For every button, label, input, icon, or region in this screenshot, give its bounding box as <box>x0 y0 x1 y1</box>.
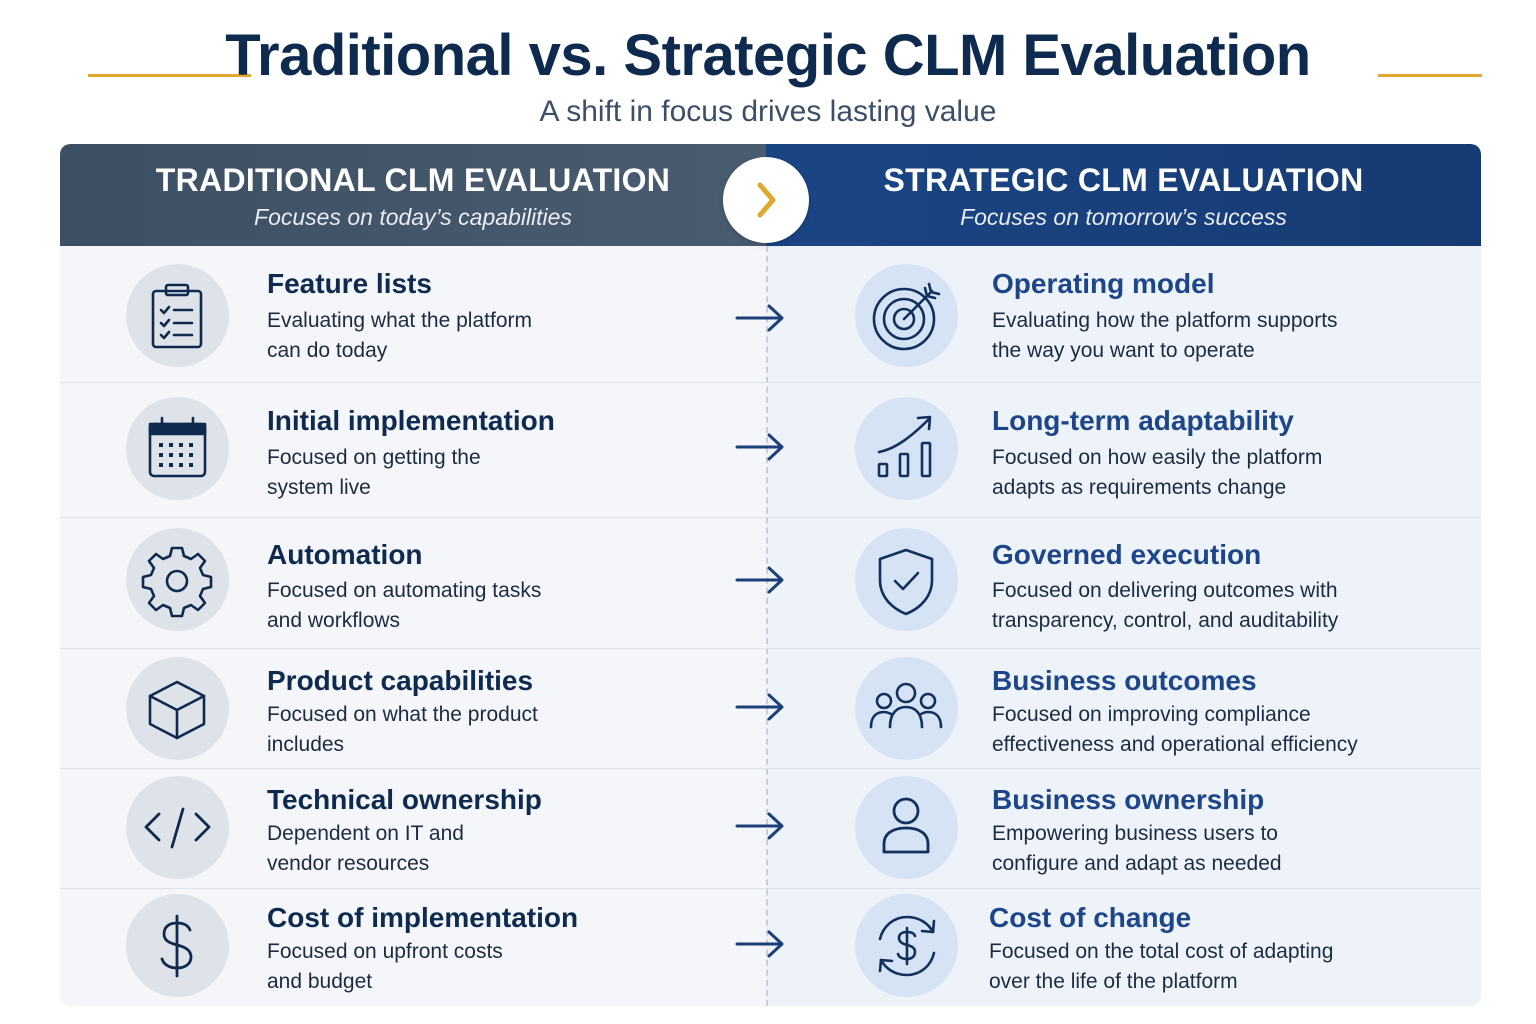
row-separator <box>60 382 1481 383</box>
title-accent-line-left <box>88 74 251 77</box>
traditional-item-title: Cost of implementation <box>267 902 579 933</box>
row-separator <box>60 648 1481 649</box>
calendar-icon <box>126 397 229 500</box>
strategic-item-title: Business ownership <box>992 784 1265 815</box>
growth-chart-icon <box>855 397 958 500</box>
transition-chevron-badge <box>723 157 809 243</box>
traditional-item-desc: Focused on automating tasks and workflow… <box>267 579 542 632</box>
strategic-item-desc: Empowering business users to configure a… <box>992 822 1282 875</box>
shield-check-icon <box>855 528 958 631</box>
traditional-item-title: Feature lists <box>267 268 432 299</box>
strategic-item-desc: Focused on delivering outcomes with tran… <box>992 579 1339 632</box>
strategic-item-desc: Focused on how easily the platform adapt… <box>992 446 1323 499</box>
traditional-item-desc: Evaluating what the platform can do toda… <box>267 309 532 362</box>
page-title: Traditional vs. Strategic CLM Evaluation <box>225 23 1311 88</box>
target-icon <box>855 264 958 367</box>
dollar-icon <box>126 894 229 997</box>
gear-icon <box>126 528 229 631</box>
strategic-header-title: STRATEGIC CLM EVALUATION <box>883 162 1364 198</box>
row-separator <box>60 888 1481 889</box>
row-separator <box>60 517 1481 518</box>
traditional-header-title: TRADITIONAL CLM EVALUATION <box>155 162 671 198</box>
strategic-header: STRATEGIC CLM EVALUATION Focuses on tomo… <box>766 144 1481 246</box>
arrow-right-icon <box>735 812 784 840</box>
title-row: Traditional vs. Strategic CLM Evaluation <box>0 18 1536 98</box>
arrow-right-icon <box>735 693 784 721</box>
dollar-cycle-icon <box>855 894 958 997</box>
traditional-item-title: Automation <box>267 539 423 570</box>
strategic-item-title: Operating model <box>992 268 1215 299</box>
strategic-item-title: Business outcomes <box>992 665 1257 696</box>
traditional-item-desc: Dependent on IT and vendor resources <box>267 822 464 875</box>
page-subtitle: A shift in focus drives lasting value <box>539 95 997 128</box>
people-group-icon <box>855 657 958 760</box>
chevron-right-icon <box>757 182 776 218</box>
strategic-item-desc: Evaluating how the platform supports the… <box>992 309 1338 362</box>
strategic-item-desc: Focused on the total cost of adapting ov… <box>989 940 1334 993</box>
traditional-item-desc: Focused on what the product includes <box>267 703 538 756</box>
arrow-right-icon <box>735 566 784 594</box>
clipboard-checklist-icon <box>126 264 229 367</box>
arrow-right-icon <box>735 433 784 461</box>
traditional-item-title: Technical ownership <box>267 784 542 815</box>
traditional-item-desc: Focused on upfront costs and budget <box>267 940 503 993</box>
traditional-header-subtitle: Focuses on today’s capabilities <box>254 204 572 230</box>
strategic-item-title: Governed execution <box>992 539 1262 570</box>
traditional-header: TRADITIONAL CLM EVALUATION Focuses on to… <box>60 144 766 246</box>
arrow-right-icon <box>735 930 784 958</box>
strategic-item-title: Long-term adaptability <box>992 405 1294 436</box>
row-separator <box>60 768 1481 769</box>
traditional-item-desc: Focused on getting the system live <box>267 446 481 499</box>
column-divider <box>766 246 768 1006</box>
user-icon <box>855 776 958 879</box>
strategic-item-title: Cost of change <box>989 902 1192 933</box>
strategic-header-subtitle: Focuses on tomorrow’s success <box>960 204 1287 230</box>
code-icon <box>126 776 229 879</box>
cube-icon <box>126 657 229 760</box>
strategic-item-desc: Focused on improving compliance effectiv… <box>992 703 1358 756</box>
traditional-item-title: Product capabilities <box>267 665 534 696</box>
title-accent-line-right <box>1378 74 1482 77</box>
arrow-right-icon <box>735 304 784 332</box>
traditional-item-title: Initial implementation <box>267 405 555 436</box>
